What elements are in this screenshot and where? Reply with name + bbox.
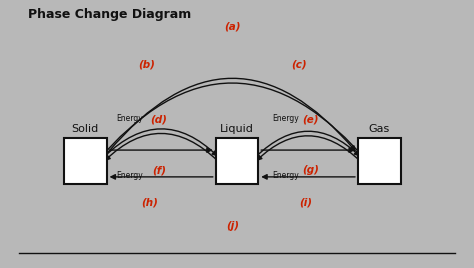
FancyArrowPatch shape — [109, 78, 355, 152]
Text: (d): (d) — [150, 114, 167, 124]
Text: Energy: Energy — [273, 114, 299, 123]
FancyArrowPatch shape — [104, 129, 217, 157]
Text: (g): (g) — [302, 165, 319, 175]
Text: (h): (h) — [141, 197, 158, 207]
Text: (j): (j) — [226, 221, 239, 232]
Text: Energy: Energy — [116, 171, 143, 180]
Text: Energy: Energy — [273, 171, 299, 180]
FancyArrowPatch shape — [94, 83, 371, 166]
FancyBboxPatch shape — [216, 138, 258, 184]
Text: (i): (i) — [299, 197, 312, 207]
FancyArrowPatch shape — [257, 136, 360, 161]
FancyArrowPatch shape — [106, 133, 218, 161]
Text: Liquid: Liquid — [220, 124, 254, 134]
FancyBboxPatch shape — [358, 138, 401, 184]
Text: (a): (a) — [224, 22, 240, 32]
Text: (e): (e) — [302, 114, 319, 124]
FancyArrowPatch shape — [256, 131, 359, 157]
Text: (f): (f) — [152, 165, 166, 175]
Text: (c): (c) — [291, 59, 306, 69]
Text: (b): (b) — [138, 59, 155, 69]
Text: Solid: Solid — [72, 124, 99, 134]
FancyBboxPatch shape — [64, 138, 107, 184]
Text: Energy: Energy — [116, 114, 143, 123]
Text: Phase Change Diagram: Phase Change Diagram — [28, 8, 191, 21]
Text: Gas: Gas — [369, 124, 390, 134]
